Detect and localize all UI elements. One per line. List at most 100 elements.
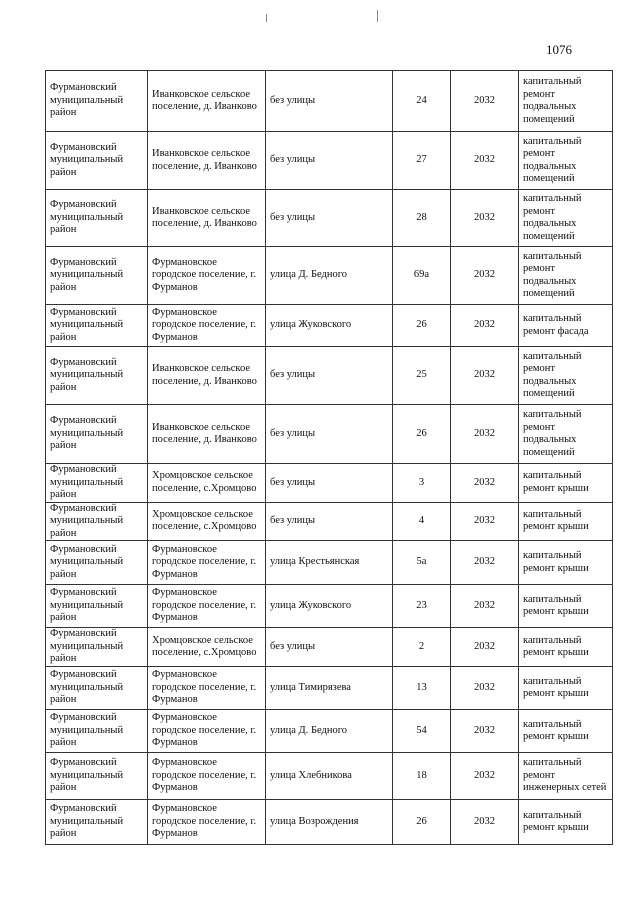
cell-house-number: 69а xyxy=(392,246,451,305)
table-row: Фурмановский муниципальный район Фурманов… xyxy=(45,666,613,710)
cell-year: 2032 xyxy=(450,752,519,800)
cell-district: Фурмановский муниципальный район xyxy=(45,799,148,845)
cell-street: без улицы xyxy=(265,131,393,190)
table-row: Фурмановский муниципальный район Хромцовс… xyxy=(45,501,613,541)
cell-district: Фурмановский муниципальный район xyxy=(45,666,148,710)
cell-district: Фурмановский муниципальный район xyxy=(45,540,148,585)
table-row: Фурмановский муниципальный район Фурманов… xyxy=(45,584,613,628)
cell-house-number: 5а xyxy=(392,540,451,585)
cell-district: Фурмановский муниципальный район xyxy=(45,246,148,305)
table-row: Фурмановский муниципальный район Фурманов… xyxy=(45,304,613,347)
cell-street: без улицы xyxy=(265,346,393,405)
cell-house-number: 2 xyxy=(392,627,451,667)
cell-district: Фурмановский муниципальный район xyxy=(45,501,148,541)
cell-work-type: капитальный ремонт подвальных помещений xyxy=(518,70,613,132)
cell-street: улица Д. Бедного xyxy=(265,246,393,305)
cell-district: Фурмановский муниципальный район xyxy=(45,627,148,667)
cell-work-type: капитальный ремонт крыши xyxy=(518,666,613,710)
cell-settlement: Иванковское сельское поселение, д. Иванк… xyxy=(147,131,266,190)
cell-street: улица Тимирязева xyxy=(265,666,393,710)
cell-settlement: Иванковское сельское поселение, д. Иванк… xyxy=(147,189,266,247)
cell-settlement: Иванковское сельское поселение, д. Иванк… xyxy=(147,404,266,464)
table-row: Фурмановский муниципальный район Хромцовс… xyxy=(45,463,613,503)
cell-house-number: 26 xyxy=(392,404,451,464)
cell-settlement: Фурмановское городское поселение, г. Фур… xyxy=(147,304,266,347)
cell-settlement: Фурмановское городское поселение, г. Фур… xyxy=(147,709,266,753)
cell-work-type: капитальный ремонт подвальных помещений xyxy=(518,246,613,305)
table-row: Фурмановский муниципальный район Хромцовс… xyxy=(45,627,613,667)
cell-house-number: 26 xyxy=(392,304,451,347)
cell-work-type: капитальный ремонт крыши xyxy=(518,584,613,628)
table-row: Фурмановский муниципальный район Фурманов… xyxy=(45,752,613,800)
cell-street: без улицы xyxy=(265,501,393,541)
cell-house-number: 24 xyxy=(392,70,451,132)
table-row: Фурмановский муниципальный район Фурманов… xyxy=(45,246,613,305)
cell-district: Фурмановский муниципальный район xyxy=(45,404,148,464)
cell-work-type: капитальный ремонт крыши xyxy=(518,709,613,753)
cell-work-type: капитальный ремонт подвальных помещений xyxy=(518,131,613,190)
repair-schedule-table: Фурмановский муниципальный район Иванковс… xyxy=(45,70,613,845)
cell-street: улица Жуковского xyxy=(265,584,393,628)
cell-house-number: 54 xyxy=(392,709,451,753)
cell-house-number: 13 xyxy=(392,666,451,710)
cell-year: 2032 xyxy=(450,709,519,753)
cell-year: 2032 xyxy=(450,70,519,132)
table-row: Фурмановский муниципальный район Фурманов… xyxy=(45,709,613,753)
cell-house-number: 23 xyxy=(392,584,451,628)
cell-year: 2032 xyxy=(450,131,519,190)
cell-settlement: Фурмановское городское поселение, г. Фур… xyxy=(147,584,266,628)
cell-district: Фурмановский муниципальный район xyxy=(45,709,148,753)
cell-work-type: капитальный ремонт крыши xyxy=(518,501,613,541)
cell-street: без улицы xyxy=(265,189,393,247)
cell-district: Фурмановский муниципальный район xyxy=(45,131,148,190)
cell-work-type: капитальный ремонт крыши xyxy=(518,540,613,585)
cell-year: 2032 xyxy=(450,666,519,710)
table-row: Фурмановский муниципальный район Иванковс… xyxy=(45,404,613,464)
cell-house-number: 25 xyxy=(392,346,451,405)
cell-district: Фурмановский муниципальный район xyxy=(45,70,148,132)
cell-year: 2032 xyxy=(450,501,519,541)
cell-settlement: Хромцовское сельское поселение, с.Хромцо… xyxy=(147,501,266,541)
cell-year: 2032 xyxy=(450,540,519,585)
cell-street: без улицы xyxy=(265,463,393,503)
cell-street: улица Возрождения xyxy=(265,799,393,845)
cell-house-number: 28 xyxy=(392,189,451,247)
cell-year: 2032 xyxy=(450,346,519,405)
table-row: Фурмановский муниципальный район Иванковс… xyxy=(45,131,613,190)
cell-street: улица Крестьянская xyxy=(265,540,393,585)
cell-work-type: капитальный ремонт крыши xyxy=(518,799,613,845)
cell-street: улица Жуковского xyxy=(265,304,393,347)
cell-district: Фурмановский муниципальный район xyxy=(45,189,148,247)
scan-mark xyxy=(266,14,267,22)
cell-year: 2032 xyxy=(450,584,519,628)
cell-district: Фурмановский муниципальный район xyxy=(45,752,148,800)
cell-settlement: Фурмановское городское поселение, г. Фур… xyxy=(147,666,266,710)
scan-mark xyxy=(377,10,378,22)
cell-house-number: 18 xyxy=(392,752,451,800)
table-row: Фурмановский муниципальный район Иванковс… xyxy=(45,189,613,247)
table-row: Фурмановский муниципальный район Иванковс… xyxy=(45,70,613,132)
cell-street: без улицы xyxy=(265,627,393,667)
cell-street: улица Д. Бедного xyxy=(265,709,393,753)
table-row: Фурмановский муниципальный район Фурманов… xyxy=(45,540,613,585)
cell-year: 2032 xyxy=(450,799,519,845)
cell-house-number: 3 xyxy=(392,463,451,503)
cell-year: 2032 xyxy=(450,246,519,305)
cell-work-type: капитальный ремонт крыши xyxy=(518,627,613,667)
cell-street: улица Хлебникова xyxy=(265,752,393,800)
cell-work-type: капитальный ремонт инженерных сетей xyxy=(518,752,613,800)
cell-settlement: Фурмановское городское поселение, г. Фур… xyxy=(147,752,266,800)
cell-year: 2032 xyxy=(450,189,519,247)
cell-settlement: Хромцовское сельское поселение, с.Хромцо… xyxy=(147,463,266,503)
cell-district: Фурмановский муниципальный район xyxy=(45,346,148,405)
cell-house-number: 4 xyxy=(392,501,451,541)
cell-settlement: Иванковское сельское поселение, д. Иванк… xyxy=(147,70,266,132)
cell-district: Фурмановский муниципальный район xyxy=(45,463,148,503)
cell-district: Фурмановский муниципальный район xyxy=(45,304,148,347)
page-number: 1076 xyxy=(546,42,572,57)
cell-work-type: капитальный ремонт подвальных помещений xyxy=(518,404,613,464)
cell-work-type: капитальный ремонт крыши xyxy=(518,463,613,503)
cell-district: Фурмановский муниципальный район xyxy=(45,584,148,628)
cell-year: 2032 xyxy=(450,404,519,464)
cell-house-number: 27 xyxy=(392,131,451,190)
